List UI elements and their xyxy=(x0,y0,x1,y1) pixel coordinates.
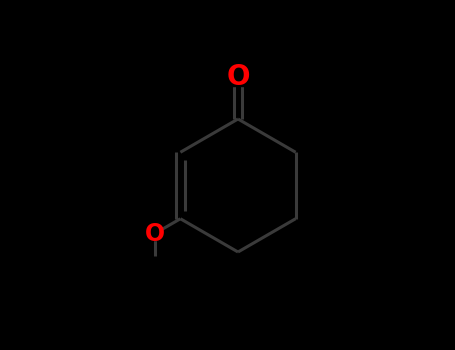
Text: O: O xyxy=(226,63,250,91)
Text: O: O xyxy=(145,222,165,246)
Bar xyxy=(149,227,160,240)
Bar xyxy=(231,71,245,86)
